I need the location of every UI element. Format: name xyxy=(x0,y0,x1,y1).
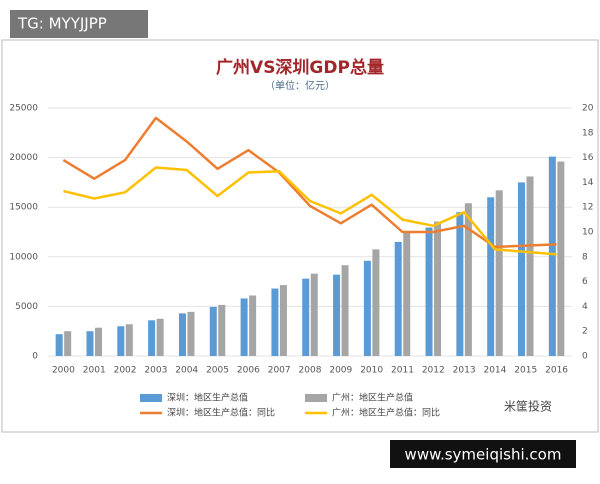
bar xyxy=(310,273,318,356)
y2-tick-label: 18 xyxy=(582,128,594,138)
bar xyxy=(240,298,248,356)
x-tick-label: 2016 xyxy=(545,366,568,376)
bar xyxy=(394,241,402,356)
bar xyxy=(279,285,287,356)
bar xyxy=(464,203,472,356)
bar xyxy=(86,331,94,356)
y2-tick-label: 0 xyxy=(582,352,588,362)
x-tick-label: 2007 xyxy=(268,366,291,376)
y2-tick-label: 12 xyxy=(582,203,593,213)
bar xyxy=(495,190,503,356)
x-tick-label: 2011 xyxy=(391,366,414,376)
bar xyxy=(425,227,433,356)
line xyxy=(62,116,557,249)
bar xyxy=(178,313,186,356)
chart-subtitle: （单位：亿元） xyxy=(265,79,335,92)
bar xyxy=(434,221,442,356)
bar xyxy=(209,306,217,356)
x-tick-label: 2009 xyxy=(329,366,352,376)
line xyxy=(63,166,557,256)
bar xyxy=(64,331,72,356)
chart-title: 广州VS深圳GDP总量 xyxy=(216,57,384,78)
y2-tick-label: 20 xyxy=(582,104,594,114)
x-tick-label: 2013 xyxy=(453,366,476,376)
bar xyxy=(125,324,133,356)
y2-tick-label: 16 xyxy=(582,153,594,163)
bar xyxy=(456,212,464,356)
url-box xyxy=(390,440,576,468)
tag-box xyxy=(10,10,148,38)
bar xyxy=(487,197,495,356)
bar xyxy=(341,265,349,356)
y2-tick-label: 4 xyxy=(582,302,588,312)
x-tick-label: 2012 xyxy=(422,366,445,376)
y-tick-label: 0 xyxy=(32,352,38,362)
bar xyxy=(156,318,164,356)
url: www.symeiqishi.com xyxy=(405,446,562,464)
x-tick-label: 2000 xyxy=(52,366,75,376)
x-tick-label: 2015 xyxy=(514,366,537,376)
x-tick-label: 2010 xyxy=(360,366,383,376)
bar xyxy=(117,326,125,356)
x-tick-label: 2014 xyxy=(483,366,506,376)
legend-label: 深圳：地区生产总值 xyxy=(167,392,248,404)
legend-label: 广州：地区生产总值：同比 xyxy=(332,407,440,419)
bar xyxy=(55,334,63,356)
bar xyxy=(271,288,279,356)
bar xyxy=(526,176,534,356)
y2-tick-label: 8 xyxy=(582,252,588,262)
bar xyxy=(403,232,411,356)
x-tick-label: 2008 xyxy=(299,366,322,376)
bar xyxy=(187,311,195,356)
bar xyxy=(557,161,565,356)
watermark: 米筐投资 xyxy=(504,399,552,414)
y2-tick-label: 2 xyxy=(582,327,588,337)
x-tick-label: 2004 xyxy=(175,366,198,376)
legend-label: 广州：地区生产总值 xyxy=(332,392,413,404)
bar xyxy=(218,304,226,356)
x-tick-label: 2003 xyxy=(144,366,167,376)
tag: TG: MYYJJPP xyxy=(17,15,107,33)
bar xyxy=(363,260,371,356)
y-tick-label: 25000 xyxy=(9,104,38,114)
legend-swatch xyxy=(140,394,162,402)
y-tick-label: 5000 xyxy=(15,302,38,312)
bar xyxy=(548,156,556,356)
bar xyxy=(518,182,526,356)
legend-label: 深圳：地区生产总值：同比 xyxy=(167,407,275,419)
y-tick-label: 15000 xyxy=(9,203,38,213)
y2-tick-label: 10 xyxy=(582,228,594,238)
bar xyxy=(372,249,380,356)
y2-tick-label: 14 xyxy=(582,178,594,188)
bar xyxy=(302,278,310,356)
y-tick-label: 20000 xyxy=(9,153,38,163)
legend-swatch xyxy=(305,394,327,402)
bar xyxy=(333,274,341,356)
y-tick-label: 10000 xyxy=(9,252,38,262)
y2-tick-label: 6 xyxy=(582,277,588,287)
x-tick-label: 2005 xyxy=(206,366,229,376)
bar xyxy=(94,327,102,356)
x-tick-label: 2002 xyxy=(114,366,137,376)
bar xyxy=(249,295,257,356)
x-tick-label: 2006 xyxy=(237,366,260,376)
x-tick-label: 2001 xyxy=(83,366,106,376)
bar xyxy=(148,320,156,356)
